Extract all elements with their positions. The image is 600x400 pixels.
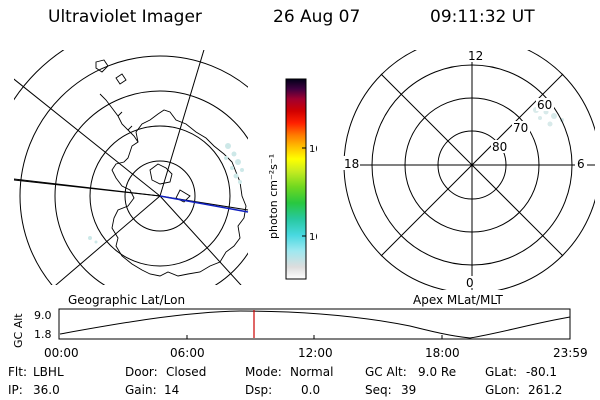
geographic-map — [13, 50, 249, 285]
colorbar-unit-label: photon cm⁻²s⁻¹ — [267, 154, 280, 239]
seq-value: 39 — [401, 383, 417, 397]
colorbar-tick-100: 100 — [309, 144, 317, 155]
gain-label: Gain: — [125, 383, 157, 397]
altitude-tick-low: 1.8 — [34, 328, 52, 341]
time-tick-2359: 23:59 — [553, 346, 588, 360]
mlat-label-70: 70 — [513, 121, 528, 135]
dsp-label: Dsp: — [245, 383, 273, 397]
coastline-outline — [111, 109, 247, 277]
apex-panel-label: Apex MLat/MLT — [413, 293, 503, 307]
mlat-circle-50 — [343, 50, 595, 290]
door-label: Door: — [125, 365, 158, 379]
time-tick-1800: 18:00 — [425, 346, 460, 360]
time-tick-1200: 12:00 — [298, 346, 333, 360]
geographic-panel-label: Geographic Lat/Lon — [68, 293, 186, 307]
glat-label: GLat: — [485, 365, 518, 379]
gcalt-value: 9.0 Re — [418, 365, 457, 379]
observation-date: 26 Aug 07 — [273, 7, 361, 27]
time-tick-0600: 06:00 — [170, 346, 205, 360]
colorbar-gradient — [285, 78, 307, 280]
dsp-value: 0.0 — [301, 383, 321, 397]
app-title: Ultraviolet Imager — [48, 7, 202, 27]
filter-value: LBHL — [33, 365, 64, 379]
altitude-axis-label: GC Alt — [12, 313, 25, 348]
altitude-tick-high: 9.0 — [34, 309, 52, 322]
latitude-circles — [14, 50, 248, 285]
door-value: Closed — [166, 365, 207, 379]
time-tick-0000: 00:00 — [44, 346, 79, 360]
filter-label: Flt: — [8, 365, 27, 379]
mlt-diagonal-2 — [380, 73, 564, 257]
altitude-curve — [59, 310, 571, 339]
glon-value: 261.2 — [528, 383, 563, 397]
altitude-plot: GC Alt 9.0 1.8 — [12, 308, 571, 348]
island-outline — [95, 59, 127, 85]
polar-mlat-mlt-plot: 12 0 18 6 60 70 80 — [342, 50, 595, 290]
ip-label: IP: — [8, 383, 23, 397]
ip-value: 36.0 — [33, 383, 60, 397]
mlt-label-18: 18 — [344, 157, 359, 171]
glat-value: -80.1 — [526, 365, 558, 379]
mode-value: Normal — [290, 365, 334, 379]
mode-label: Mode: — [245, 365, 282, 379]
mlt-label-6: 6 — [577, 157, 585, 171]
aurora-speckle — [88, 143, 244, 244]
peninsula-outline — [99, 93, 139, 143]
observation-time: 09:11:32 UT — [430, 7, 535, 27]
colorbar: 100 10 photon cm⁻²s⁻¹ — [267, 78, 317, 280]
gain-value: 14 — [164, 383, 180, 397]
gcalt-label: GC Alt: — [365, 365, 407, 379]
glon-label: GLon: — [485, 383, 520, 397]
seq-label: Seq: — [365, 383, 392, 397]
ice-shelf-outline — [149, 163, 191, 203]
mlat-label-60: 60 — [537, 98, 552, 112]
track-line-blue — [159, 195, 249, 213]
mlat-label-80: 80 — [492, 140, 507, 154]
mlt-label-12: 12 — [468, 50, 483, 63]
longitude-lines — [14, 50, 242, 285]
colorbar-tick-10: 10 — [309, 232, 317, 243]
mlt-label-0: 0 — [466, 276, 474, 290]
